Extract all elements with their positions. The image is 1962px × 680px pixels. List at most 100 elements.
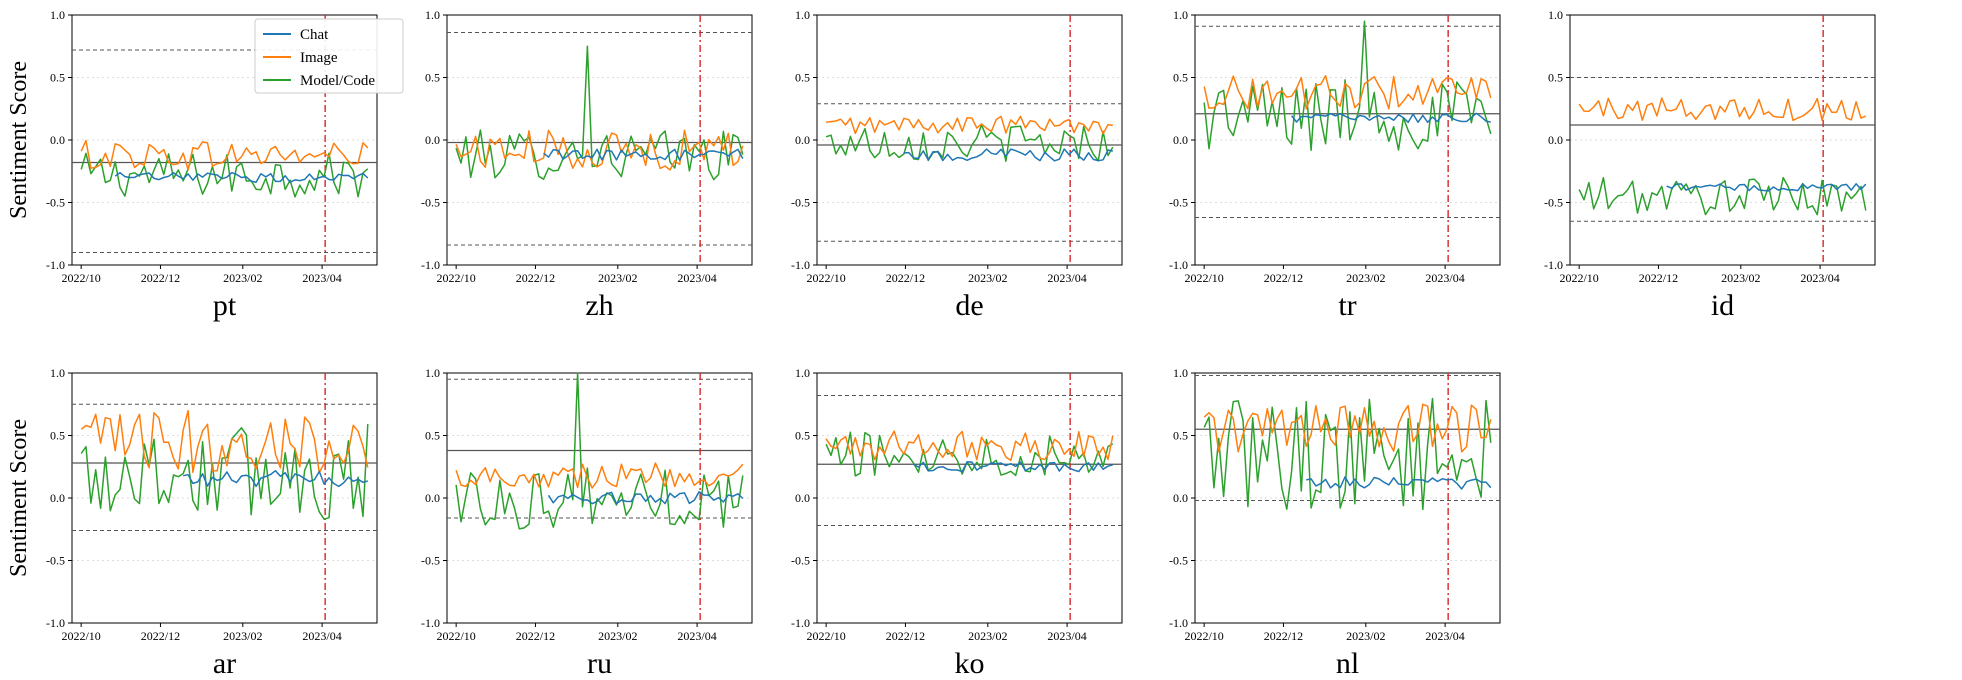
ytick-label: 0.5: [425, 429, 440, 443]
xtick-label: 2023/04: [677, 629, 716, 643]
series-line-image: [1203, 403, 1492, 453]
xtick-label: 2023/02: [223, 271, 262, 285]
ytick-label: 1.0: [795, 8, 810, 22]
ytick-label: 1.0: [1173, 8, 1188, 22]
ytick-label: -0.5: [791, 554, 810, 568]
ytick-label: 0.5: [1173, 71, 1188, 85]
series-line-chat: [183, 469, 368, 488]
panel-title: ru: [587, 647, 612, 675]
ytick-label: 1.0: [795, 366, 810, 380]
series-line-image: [1203, 75, 1492, 110]
ytick-label: -1.0: [46, 258, 65, 272]
ytick-label: 1.0: [1548, 8, 1563, 22]
series-line-chat: [903, 148, 1113, 162]
series-line-image: [80, 409, 369, 474]
ytick-label: 0.0: [1548, 133, 1563, 147]
xtick-label: 2022/12: [886, 271, 925, 285]
ytick-label: 1.0: [50, 366, 65, 380]
legend-box: [254, 18, 404, 94]
series-line-model-code: [1578, 176, 1867, 216]
ytick-label: -0.5: [1169, 554, 1188, 568]
xtick-label: 2022/10: [436, 629, 475, 643]
ytick-label: -1.0: [421, 616, 440, 630]
series-line-image: [825, 430, 1114, 462]
legend-entry-label: Model/Code: [300, 73, 375, 89]
series-line-image: [1578, 97, 1867, 122]
series-line-model-code: [1203, 20, 1492, 152]
xtick-label: 2022/10: [1559, 271, 1598, 285]
xtick-label: 2023/02: [598, 629, 637, 643]
panel-title: ar: [213, 647, 236, 675]
series-line-chat: [543, 148, 744, 161]
xtick-label: 2022/12: [1639, 271, 1678, 285]
ytick-label: -1.0: [1169, 616, 1188, 630]
xtick-label: 2022/10: [61, 271, 100, 285]
panel-title: zh: [585, 289, 613, 322]
xtick-label: 2023/04: [1425, 271, 1464, 285]
xtick-label: 2022/12: [1264, 271, 1303, 285]
panel-title: de: [955, 289, 983, 322]
ytick-label: 0.5: [425, 71, 440, 85]
xtick-label: 2023/04: [677, 271, 716, 285]
xtick-label: 2023/02: [598, 271, 637, 285]
ytick-label: -1.0: [791, 616, 810, 630]
xtick-label: 2022/12: [141, 629, 180, 643]
series-line-model-code: [1203, 397, 1492, 511]
ytick-label: -0.5: [46, 196, 65, 210]
ytick-label: 0.0: [1173, 491, 1188, 505]
xtick-label: 2022/12: [516, 271, 555, 285]
xtick-label: 2022/10: [1184, 271, 1223, 285]
ytick-label: -1.0: [1169, 258, 1188, 272]
ytick-label: 0.5: [1173, 429, 1188, 443]
ytick-label: 0.0: [795, 491, 810, 505]
ytick-label: 0.0: [425, 491, 440, 505]
series-line-image: [80, 139, 369, 171]
ytick-label: -1.0: [1544, 258, 1563, 272]
ytick-label: 1.0: [50, 8, 65, 22]
xtick-label: 2023/02: [968, 629, 1007, 643]
panel-title: nl: [1336, 647, 1359, 675]
ytick-label: -0.5: [421, 196, 440, 210]
xtick-label: 2023/04: [1047, 629, 1086, 643]
xtick-label: 2023/02: [1346, 629, 1385, 643]
ytick-label: -0.5: [791, 196, 810, 210]
panel-title: id: [1711, 289, 1734, 322]
series-line-chat: [547, 491, 744, 505]
ytick-label: 0.0: [50, 133, 65, 147]
xtick-label: 2023/02: [968, 271, 1007, 285]
xtick-label: 2023/02: [223, 629, 262, 643]
xtick-label: 2022/10: [806, 271, 845, 285]
series-line-image: [825, 115, 1113, 135]
ytick-label: -0.5: [1544, 196, 1563, 210]
panel-title: ko: [955, 647, 985, 675]
xtick-label: 2022/10: [1184, 629, 1223, 643]
xtick-label: 2023/04: [1800, 271, 1839, 285]
series-line-chat: [1306, 476, 1492, 490]
xtick-label: 2022/10: [436, 271, 475, 285]
ytick-label: -1.0: [46, 616, 65, 630]
ytick-label: 1.0: [425, 8, 440, 22]
ytick-label: -0.5: [1169, 196, 1188, 210]
series-line-chat: [913, 461, 1114, 473]
xtick-label: 2023/04: [302, 271, 341, 285]
series-line-image: [455, 462, 744, 489]
y-axis-label: Sentiment Score: [6, 61, 32, 219]
xtick-label: 2022/12: [1264, 629, 1303, 643]
ytick-label: 0.5: [50, 429, 65, 443]
ytick-label: 0.0: [1173, 133, 1188, 147]
ytick-label: -1.0: [421, 258, 440, 272]
ytick-label: 0.0: [425, 133, 440, 147]
panel-title: tr: [1338, 289, 1356, 322]
ytick-label: 1.0: [425, 366, 440, 380]
xtick-label: 2022/10: [806, 629, 845, 643]
ytick-label: 0.5: [795, 71, 810, 85]
